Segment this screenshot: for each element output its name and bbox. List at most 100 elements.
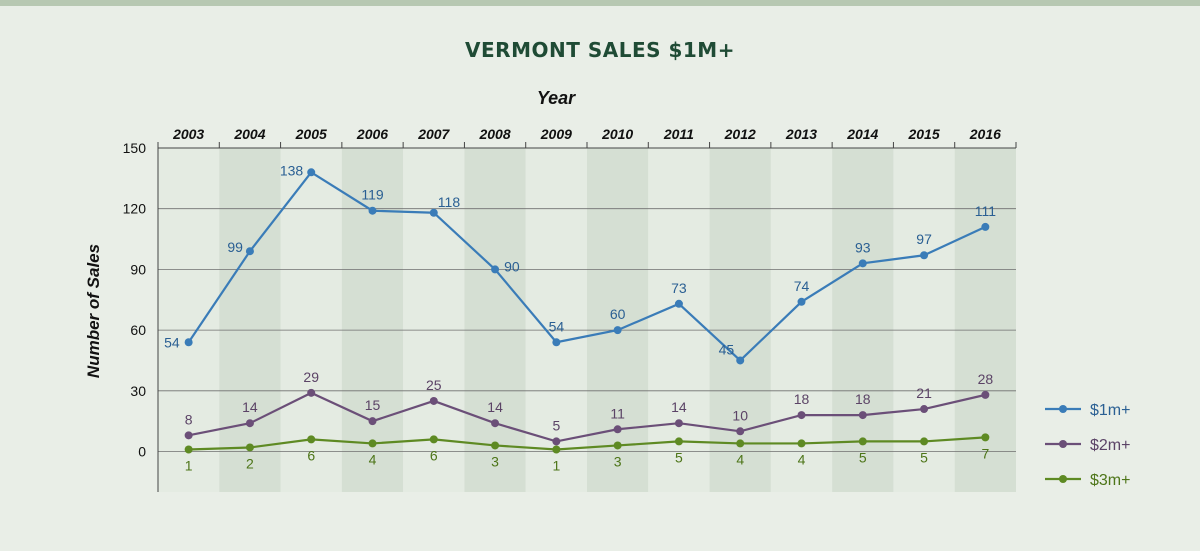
x-tick-label-2015: 2015 xyxy=(907,126,939,142)
y-tick-label-60: 60 xyxy=(130,322,146,338)
data-label: 6 xyxy=(430,447,438,463)
data-label: 5 xyxy=(552,417,560,433)
column-band-2005 xyxy=(280,148,342,492)
data-point xyxy=(736,427,745,436)
data-point xyxy=(981,222,990,231)
data-point xyxy=(307,435,316,444)
data-point xyxy=(797,439,806,448)
x-tick-label-2013: 2013 xyxy=(785,126,817,142)
data-point xyxy=(552,338,561,347)
data-label: 1 xyxy=(185,458,193,474)
data-point xyxy=(307,388,316,397)
data-label: 25 xyxy=(426,377,442,393)
data-label: 15 xyxy=(365,397,381,413)
data-point xyxy=(491,265,500,274)
x-tick-label-2012: 2012 xyxy=(724,126,756,142)
y-tick-label-30: 30 xyxy=(130,383,146,399)
data-point xyxy=(368,439,377,448)
data-label: 4 xyxy=(736,451,744,467)
data-point xyxy=(245,443,254,452)
legend-label: $1m+ xyxy=(1090,402,1130,419)
data-label: 7 xyxy=(981,445,989,461)
axes xyxy=(157,142,1017,492)
data-point xyxy=(981,390,990,399)
series-line-3 xyxy=(188,436,986,451)
data-label: 99 xyxy=(227,239,243,255)
data-label: 93 xyxy=(855,239,871,255)
y-tick-label-120: 120 xyxy=(123,201,147,217)
data-point xyxy=(429,435,438,444)
data-point xyxy=(429,208,438,217)
legend: $1m+ $2m+ $3m+ xyxy=(1045,402,1130,489)
column-band-2004 xyxy=(219,148,281,492)
data-label: 2 xyxy=(246,455,254,471)
column-band-2010 xyxy=(587,148,649,492)
data-label: 3 xyxy=(614,453,622,469)
legend-item-3: $3m+ xyxy=(1045,472,1130,489)
data-label: 1 xyxy=(552,458,560,474)
x-tick-label-2008: 2008 xyxy=(478,126,510,142)
data-label: 97 xyxy=(916,231,932,247)
data-label: 3 xyxy=(491,453,499,469)
data-point xyxy=(613,326,622,335)
data-point xyxy=(674,299,683,308)
legend-label: $2m+ xyxy=(1090,437,1130,454)
column-band-2006 xyxy=(341,148,404,492)
data-label: 5 xyxy=(675,449,683,465)
legend-swatch-marker xyxy=(1059,475,1067,483)
data-point xyxy=(613,425,622,434)
data-point xyxy=(858,411,867,420)
x-tick-label-2006: 2006 xyxy=(356,126,388,142)
data-point xyxy=(613,441,622,450)
data-label: 8 xyxy=(185,411,193,427)
x-tick-label-2014: 2014 xyxy=(846,126,878,142)
data-point xyxy=(552,445,561,454)
legend-swatch-marker xyxy=(1059,405,1067,413)
legend-label: $3m+ xyxy=(1090,472,1130,489)
column-band-2011 xyxy=(648,148,710,492)
data-label: 6 xyxy=(307,447,315,463)
data-label: 111 xyxy=(975,203,996,219)
y-axis-label: Number of Sales xyxy=(84,244,103,378)
data-label: 54 xyxy=(164,334,180,350)
x-tick-labels: 2003 2004 2005 2006 2007 2008 2009 2010 2011 2012… xyxy=(172,126,1001,142)
data-point xyxy=(552,437,561,446)
data-point xyxy=(920,405,929,414)
x-tick-label-2003: 2003 xyxy=(172,126,204,142)
column-band-2008 xyxy=(464,148,526,492)
data-label: 4 xyxy=(798,451,806,467)
column-band-2014 xyxy=(832,148,894,492)
data-label: 54 xyxy=(549,318,565,334)
column-band-2003 xyxy=(158,148,220,492)
data-label: 73 xyxy=(671,280,687,296)
data-point xyxy=(736,356,745,365)
data-label: 11 xyxy=(610,405,625,421)
data-label: 14 xyxy=(242,399,258,415)
data-point xyxy=(307,168,316,177)
data-point xyxy=(797,411,806,420)
column-band-2015 xyxy=(893,148,955,492)
data-label: 118 xyxy=(438,194,461,210)
y-tick-label-0: 0 xyxy=(138,444,146,460)
x-tick-label-2004: 2004 xyxy=(233,126,265,142)
data-point xyxy=(491,419,500,428)
legend-item-1: $1m+ xyxy=(1045,402,1130,419)
x-tick-label-2011: 2011 xyxy=(663,126,694,142)
x-tick-label-2010: 2010 xyxy=(601,126,633,142)
series-line-1 xyxy=(187,170,986,362)
data-label: 21 xyxy=(916,385,932,401)
data-point xyxy=(245,419,254,428)
data-point xyxy=(491,441,500,450)
legend-item-2: $2m+ xyxy=(1045,437,1130,454)
data-label: 29 xyxy=(303,369,319,385)
series-line-2 xyxy=(188,391,986,443)
data-point xyxy=(368,206,377,215)
data-point xyxy=(184,445,193,454)
x-tick-label-2016: 2016 xyxy=(969,126,1001,142)
data-label: 45 xyxy=(719,341,735,357)
data-label: 74 xyxy=(794,278,810,294)
data-point xyxy=(184,338,193,347)
data-point xyxy=(674,419,683,428)
